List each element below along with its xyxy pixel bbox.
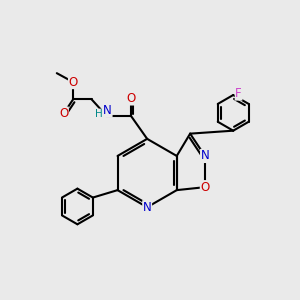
- Text: O: O: [68, 76, 78, 88]
- Text: N: N: [103, 104, 112, 117]
- Text: O: O: [200, 181, 210, 194]
- Text: N: N: [201, 149, 209, 162]
- Text: O: O: [59, 107, 68, 120]
- Text: F: F: [235, 87, 242, 100]
- Text: H: H: [95, 109, 103, 119]
- Text: N: N: [143, 201, 152, 214]
- Text: O: O: [126, 92, 135, 105]
